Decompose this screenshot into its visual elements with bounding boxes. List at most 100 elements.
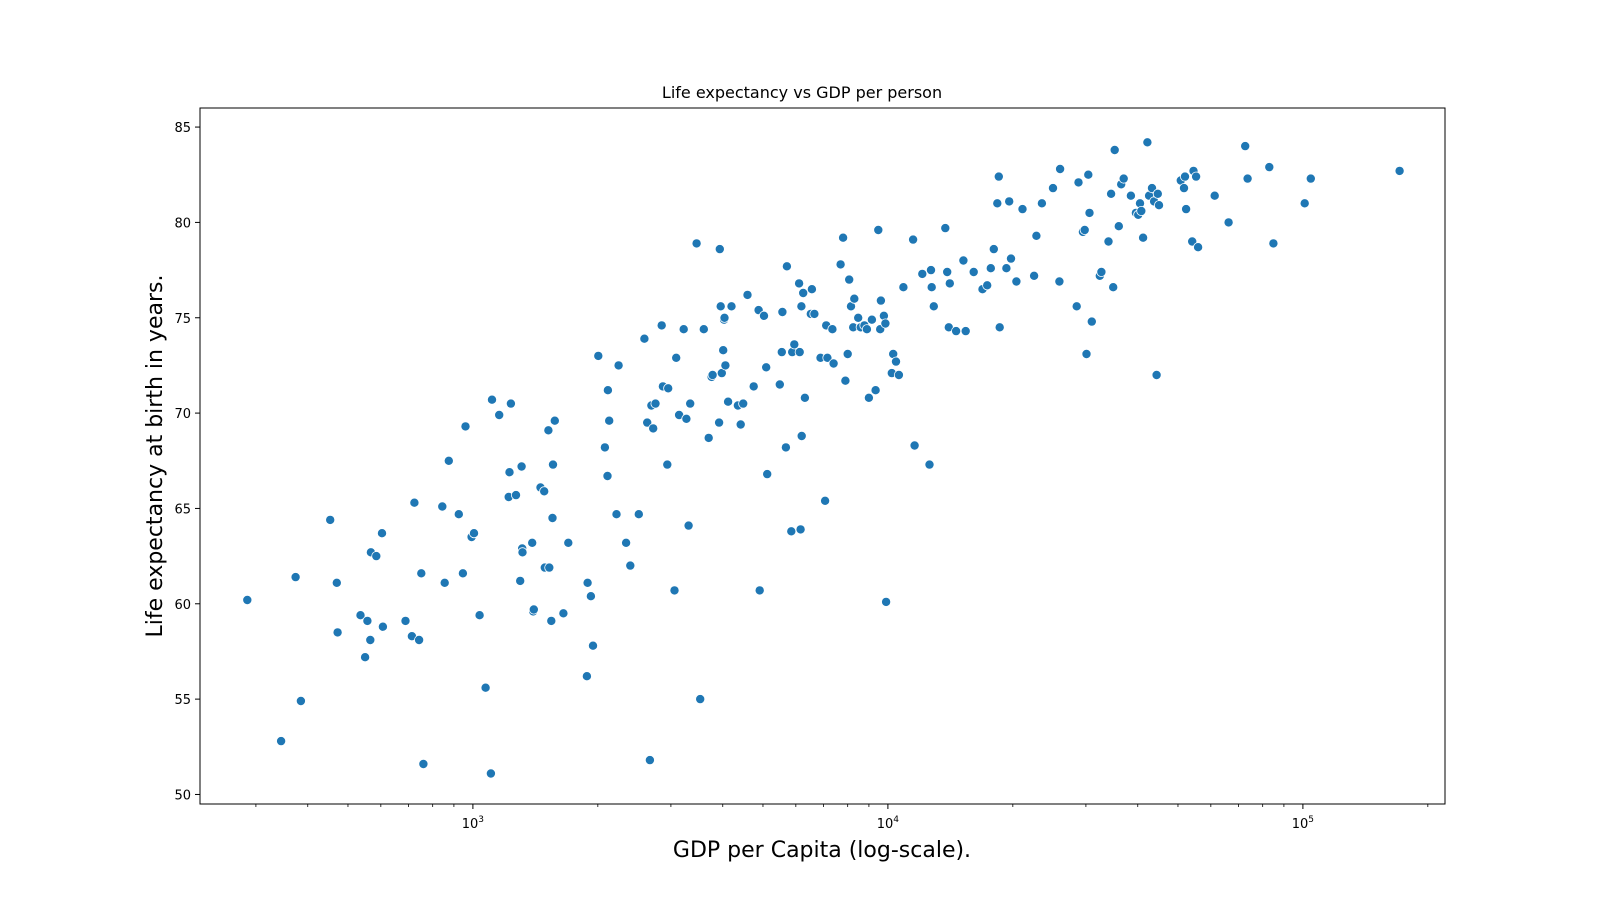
data-point: [1054, 276, 1065, 287]
data-point: [835, 259, 846, 270]
data-point: [558, 608, 569, 619]
data-point: [1151, 369, 1162, 380]
data-point: [547, 513, 558, 524]
data-point: [1136, 205, 1147, 216]
data-point: [960, 326, 971, 337]
y-tick-label: 65: [174, 502, 191, 517]
data-point: [611, 509, 622, 520]
y-axis-label: Life expectancy at birth in years.: [143, 275, 168, 638]
data-point: [988, 244, 999, 255]
data-point: [774, 379, 785, 390]
data-point: [776, 347, 787, 358]
data-point: [648, 423, 659, 434]
data-point: [1181, 204, 1192, 215]
data-point: [893, 369, 904, 380]
data-point: [1242, 173, 1253, 184]
data-point: [780, 442, 791, 453]
data-point: [581, 671, 592, 682]
data-point: [759, 310, 770, 321]
data-point: [1081, 348, 1092, 359]
x-tick-label: 103: [462, 815, 484, 832]
data-point: [539, 486, 550, 497]
data-point: [681, 413, 692, 424]
data-point: [748, 381, 759, 392]
data-point: [720, 360, 731, 371]
data-point: [602, 385, 613, 396]
data-point: [332, 627, 343, 638]
data-point: [460, 421, 471, 432]
data-point: [656, 320, 667, 331]
data-point: [795, 524, 806, 535]
data-point: [1152, 188, 1163, 199]
data-point: [1086, 316, 1097, 327]
data-point: [1193, 242, 1204, 253]
data-point: [714, 244, 725, 255]
data-point: [861, 324, 872, 335]
data-point: [642, 417, 653, 428]
data-point: [958, 255, 969, 266]
data-point: [781, 261, 792, 272]
data-point: [290, 572, 301, 583]
y-tick-label: 60: [174, 598, 191, 613]
data-point: [873, 224, 884, 235]
data-point: [1073, 177, 1084, 188]
data-point: [789, 339, 800, 350]
data-point: [650, 398, 661, 409]
x-tick-label: 105: [1292, 815, 1314, 832]
data-point: [599, 442, 610, 453]
plot-frame: [199, 107, 1446, 805]
data-point: [1079, 224, 1090, 235]
data-point: [940, 223, 951, 234]
y-tick-label: 85: [174, 121, 191, 136]
data-point: [331, 577, 342, 588]
data-point: [992, 198, 1003, 209]
data-point: [870, 385, 881, 396]
data-point: [1029, 270, 1040, 281]
y-tick-label: 50: [174, 788, 191, 803]
data-point: [951, 326, 962, 337]
data-point: [585, 591, 596, 602]
data-point: [698, 324, 709, 335]
data-point: [1096, 266, 1107, 277]
data-point: [362, 615, 373, 626]
data-point: [416, 568, 427, 579]
data-point: [849, 293, 860, 304]
data-point: [828, 358, 839, 369]
y-tick-label: 80: [174, 216, 191, 231]
data-point: [917, 268, 928, 279]
data-point: [593, 350, 604, 361]
data-point: [582, 577, 593, 588]
data-point: [644, 755, 655, 766]
data-point: [891, 356, 902, 367]
data-point: [457, 568, 468, 579]
data-point: [242, 595, 253, 606]
data-point: [1083, 169, 1094, 180]
data-point: [1004, 196, 1015, 207]
data-point: [544, 562, 555, 573]
data-point: [1125, 190, 1136, 201]
data-point: [588, 640, 599, 651]
ticks-layer: 50 55 60 65 70 75 80 85 103 104 105: [174, 121, 1429, 832]
data-point: [742, 289, 753, 300]
x-axis-label: GDP per Capita (log-scale).: [673, 838, 971, 863]
data-point: [866, 314, 877, 325]
data-point: [1142, 137, 1153, 148]
data-point: [543, 425, 554, 436]
data-point: [377, 621, 388, 632]
data-point: [604, 415, 615, 426]
data-point: [1191, 171, 1202, 182]
data-point: [1179, 183, 1190, 194]
data-point: [633, 509, 644, 520]
data-point: [505, 398, 516, 409]
data-point: [926, 282, 937, 293]
data-point: [1103, 236, 1114, 247]
data-point: [1036, 198, 1047, 209]
data-point: [685, 398, 696, 409]
data-point: [1223, 217, 1234, 228]
data-point: [1071, 301, 1082, 312]
x-tick-label: 104: [877, 815, 900, 832]
data-point: [1394, 165, 1405, 176]
data-point: [453, 509, 464, 520]
data-point: [794, 347, 805, 358]
data-point: [480, 682, 491, 693]
